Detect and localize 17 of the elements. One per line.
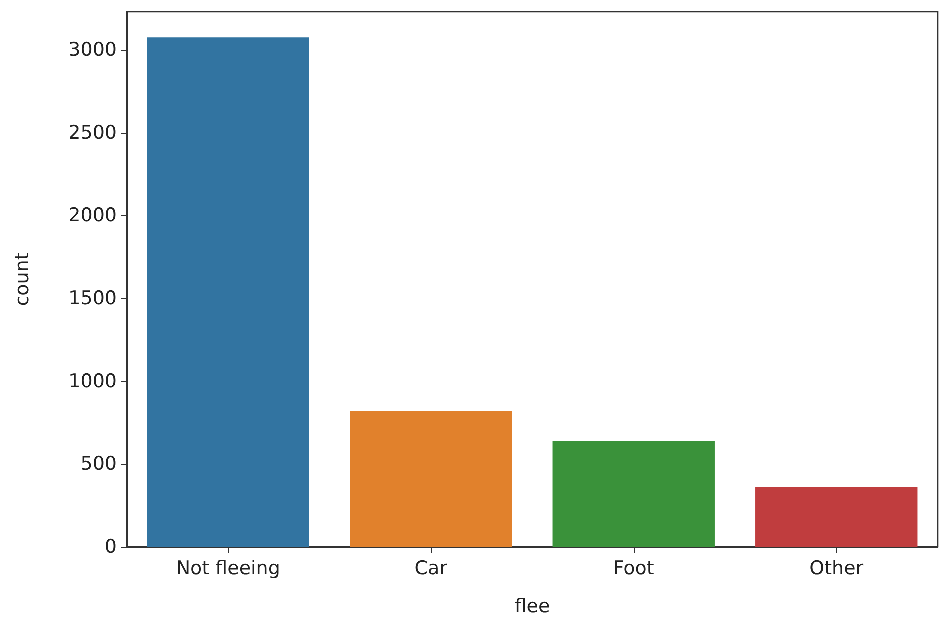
x-tick-label: Foot [613, 558, 654, 580]
y-tick-label: 3000 [68, 39, 117, 62]
y-tick-label: 0 [104, 536, 117, 558]
bar [147, 38, 310, 547]
x-tick-label: Other [810, 558, 864, 580]
bar [552, 440, 715, 547]
x-tick-label: Not fleeing [176, 558, 280, 580]
y-tick-label: 1500 [68, 288, 117, 310]
y-tick-label: 500 [80, 453, 117, 476]
bar [350, 411, 512, 547]
y-axis-title: count [12, 252, 34, 306]
x-axis-title: flee [514, 596, 550, 618]
x-tick-label: Car [414, 558, 448, 580]
y-tick-label: 1000 [68, 370, 117, 392]
bar [756, 487, 918, 547]
y-tick-label: 2500 [68, 122, 117, 144]
y-tick-label: 2000 [68, 204, 117, 227]
